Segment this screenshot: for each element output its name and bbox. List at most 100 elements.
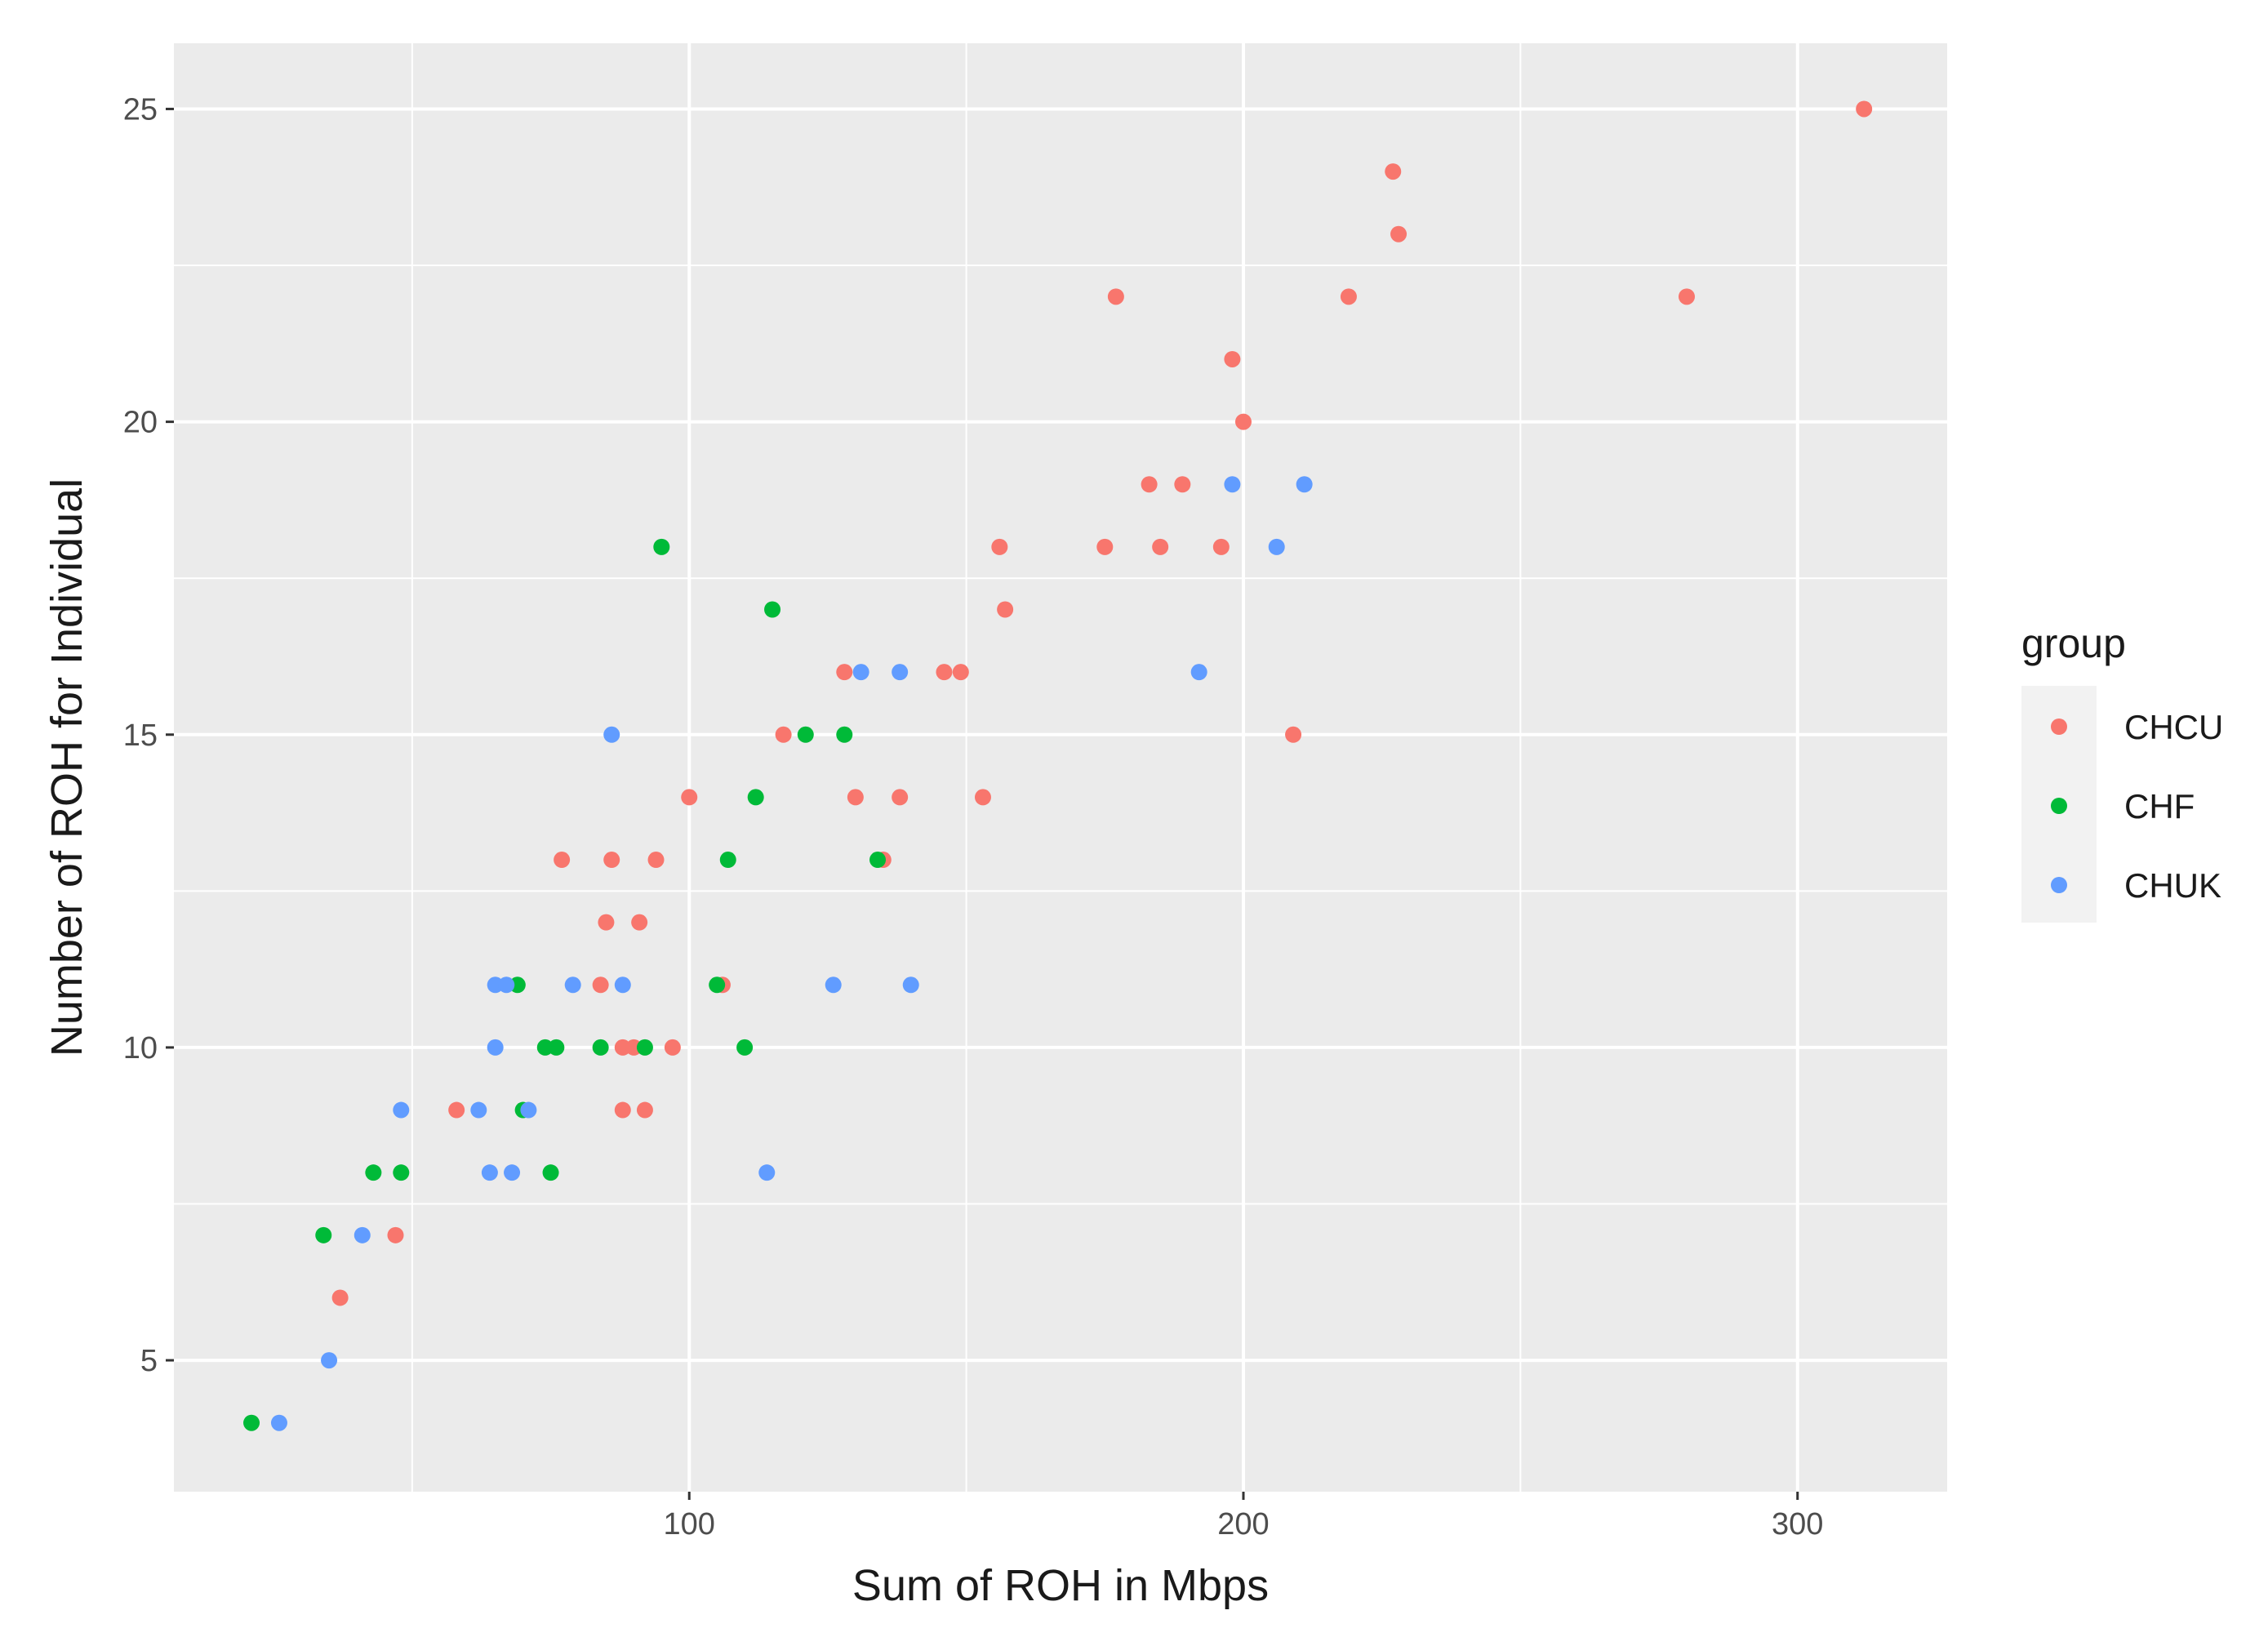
- data-point-chf: [797, 726, 814, 743]
- data-point-chcu: [892, 789, 909, 806]
- data-point-chuk: [393, 1101, 410, 1119]
- data-point-chf: [736, 1039, 754, 1056]
- data-point-chcu: [997, 601, 1014, 618]
- data-point-chf: [365, 1164, 382, 1181]
- data-point-chcu: [592, 976, 609, 994]
- legend-label-chuk: CHUK: [2124, 866, 2221, 905]
- data-point-chcu: [1234, 413, 1252, 430]
- legend-label-chf: CHF: [2124, 787, 2195, 825]
- data-point-chf: [747, 789, 764, 806]
- data-point-chf: [592, 1039, 609, 1056]
- data-point-chf: [719, 852, 736, 869]
- legend-key-chuk: [2051, 877, 2067, 893]
- data-point-chuk: [504, 1164, 521, 1181]
- data-point-chf: [764, 601, 781, 618]
- legend-key-chf: [2051, 798, 2067, 814]
- y-tick-label: 20: [123, 406, 158, 440]
- data-point-chcu: [1285, 726, 1302, 743]
- data-point-chcu: [847, 789, 864, 806]
- x-tick-label: 100: [664, 1507, 715, 1541]
- data-point-chcu: [448, 1101, 465, 1119]
- data-point-chuk: [520, 1101, 537, 1119]
- tick-labels: 100 200 300 5 10 15 20 25: [123, 92, 1824, 1541]
- data-point-chcu: [1385, 163, 1402, 180]
- axis-ticks: [166, 107, 1799, 1500]
- data-point-chcu: [1224, 350, 1241, 367]
- data-point-chcu: [974, 789, 991, 806]
- legend: group CHCU CHF CHUK: [2021, 621, 2223, 923]
- data-point-chuk: [603, 726, 620, 743]
- data-point-chcu: [1107, 288, 1124, 305]
- panel-background: [174, 43, 1947, 1492]
- data-point-chcu: [647, 852, 665, 869]
- x-axis-title: Sum of ROH in Mbps: [852, 1561, 1269, 1610]
- data-point-chcu: [1212, 538, 1230, 555]
- data-point-chcu: [836, 664, 853, 681]
- data-point-chcu: [952, 664, 969, 681]
- data-point-chuk: [487, 1039, 504, 1056]
- data-point-chuk: [498, 976, 515, 994]
- data-point-chuk: [758, 1164, 776, 1181]
- data-point-chcu: [614, 1101, 631, 1119]
- y-tick-label: 15: [123, 718, 158, 753]
- data-point-chuk: [1224, 476, 1241, 493]
- x-tick-label: 200: [1217, 1507, 1269, 1541]
- data-point-chf: [653, 538, 670, 555]
- data-point-chf: [836, 726, 853, 743]
- data-point-chuk: [825, 976, 842, 994]
- data-point-chcu: [631, 914, 648, 931]
- data-point-chf: [542, 1164, 559, 1181]
- legend-key-chcu: [2051, 718, 2067, 735]
- data-point-chf: [548, 1039, 565, 1056]
- data-point-chf: [243, 1414, 260, 1431]
- data-point-chcu: [1678, 288, 1695, 305]
- x-tick-label: 300: [1772, 1507, 1823, 1541]
- legend-title: group: [2021, 621, 2126, 666]
- data-point-chcu: [331, 1289, 349, 1306]
- data-point-chf: [869, 852, 887, 869]
- data-point-chuk: [270, 1414, 287, 1431]
- y-tick-label: 5: [140, 1344, 158, 1378]
- y-tick-label: 25: [123, 92, 158, 127]
- data-point-chcu: [775, 726, 792, 743]
- data-point-chuk: [1190, 664, 1207, 681]
- data-point-chuk: [354, 1226, 371, 1243]
- data-point-chuk: [902, 976, 919, 994]
- data-point-chf: [709, 976, 726, 994]
- minor-gridlines: [174, 43, 1947, 1492]
- data-point-chuk: [892, 664, 909, 681]
- data-point-chcu: [681, 789, 698, 806]
- data-point-chcu: [1390, 225, 1407, 242]
- data-point-chuk: [470, 1101, 487, 1119]
- data-point-chcu: [991, 538, 1008, 555]
- data-point-chcu: [1340, 288, 1357, 305]
- major-gridlines: [174, 43, 1947, 1492]
- data-point-chuk: [1296, 476, 1313, 493]
- data-point-chcu: [387, 1226, 404, 1243]
- data-point-chcu: [1174, 476, 1191, 493]
- data-point-chcu: [554, 852, 571, 869]
- data-point-chf: [393, 1164, 410, 1181]
- data-point-chcu: [636, 1101, 653, 1119]
- data-point-chuk: [564, 976, 581, 994]
- data-point-chuk: [614, 976, 631, 994]
- data-point-chcu: [1096, 538, 1114, 555]
- y-tick-label: 10: [123, 1031, 158, 1065]
- legend-items: CHCU CHF CHUK: [2051, 708, 2223, 905]
- data-point-chcu: [1141, 476, 1158, 493]
- y-axis-title: Number of ROH for Individual: [42, 478, 91, 1057]
- data-point-chcu: [1152, 538, 1169, 555]
- data-point-chuk: [321, 1352, 338, 1369]
- data-point-chcu: [664, 1039, 681, 1056]
- legend-label-chcu: CHCU: [2124, 708, 2223, 746]
- data-point-chuk: [481, 1164, 498, 1181]
- data-point-chcu: [603, 852, 620, 869]
- data-point-chcu: [598, 914, 615, 931]
- data-point-chuk: [852, 664, 869, 681]
- data-point-chuk: [1268, 538, 1285, 555]
- data-point-chf: [315, 1226, 332, 1243]
- data-point-chcu: [1856, 100, 1873, 118]
- data-point-chcu: [936, 664, 953, 681]
- data-points: [243, 100, 1873, 1431]
